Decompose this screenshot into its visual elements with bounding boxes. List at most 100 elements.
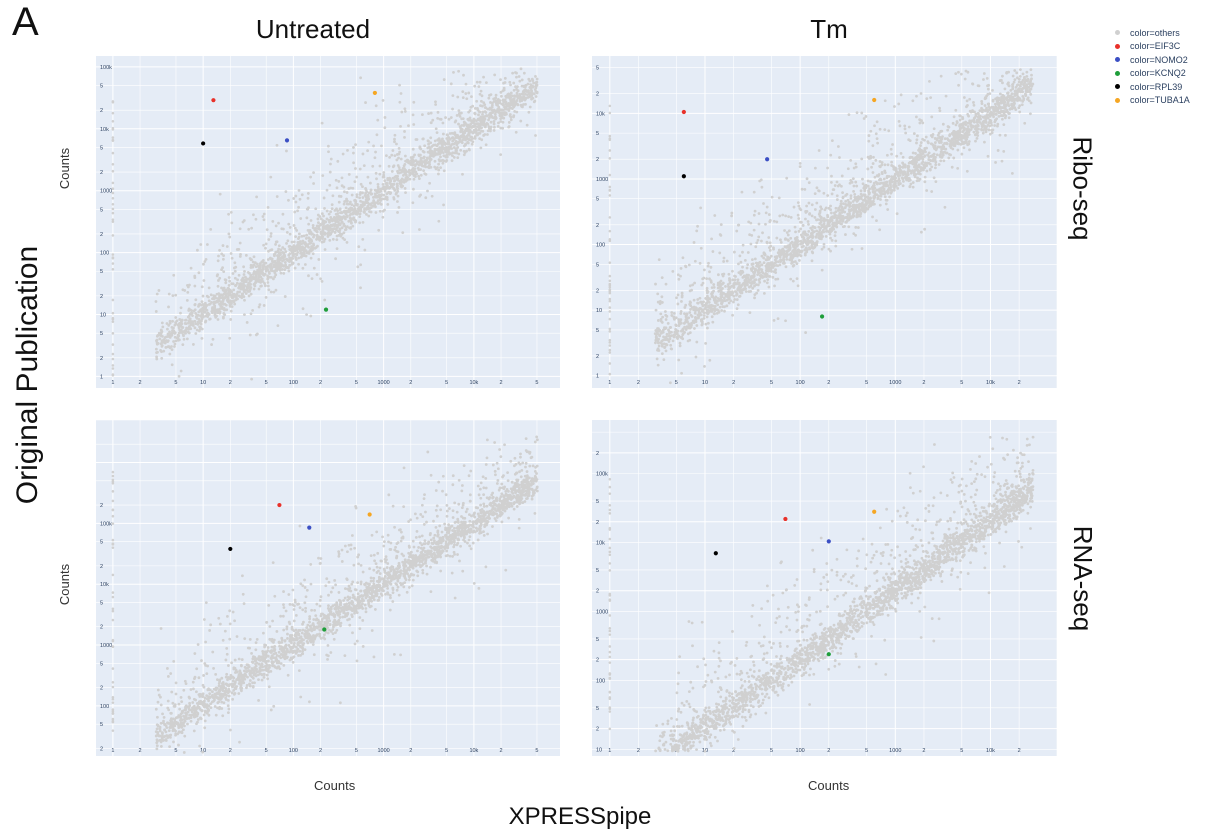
point-others <box>672 335 676 339</box>
point-others <box>364 201 368 204</box>
point-others <box>911 185 915 189</box>
point-others <box>478 110 482 114</box>
point-others <box>1021 94 1025 98</box>
point-others <box>229 318 233 321</box>
point-others <box>660 295 664 299</box>
point-others <box>361 237 365 241</box>
point-others <box>437 162 441 166</box>
point-others <box>222 270 226 274</box>
point-others <box>501 108 505 112</box>
point-others <box>663 346 667 350</box>
point-others <box>193 284 197 288</box>
point-others <box>273 264 277 267</box>
point-others <box>111 367 115 370</box>
point-others <box>325 188 329 192</box>
point-others <box>173 335 177 339</box>
scatter-plot-untreated-ribo-seq: 1 2 5 10 2 5 100 2 5 1000 2 5 10k 2 512510251002510002… <box>96 56 560 388</box>
point-others <box>885 174 889 178</box>
point-others <box>171 329 174 332</box>
point-others <box>173 345 176 348</box>
point-others <box>469 119 473 122</box>
point-others <box>186 330 190 334</box>
point-others <box>471 121 475 124</box>
point-others <box>469 135 472 139</box>
point-others <box>266 268 270 272</box>
point-others <box>815 232 819 236</box>
point-others <box>234 298 238 302</box>
point-others <box>242 273 246 276</box>
point-others <box>983 97 987 101</box>
point-others <box>388 181 392 185</box>
point-others <box>279 271 283 275</box>
point-others <box>808 212 812 215</box>
point-others <box>861 177 864 181</box>
point-others <box>259 284 263 288</box>
point-others <box>457 122 460 126</box>
point-others <box>219 305 223 308</box>
point-others <box>446 149 450 153</box>
point-others <box>350 193 354 197</box>
point-others <box>261 267 265 271</box>
point-others <box>263 282 266 285</box>
point-others <box>1013 69 1017 72</box>
point-others <box>709 265 713 269</box>
point-others <box>287 222 291 226</box>
point-others <box>361 196 365 199</box>
point-others <box>1014 108 1018 112</box>
point-others <box>222 289 226 292</box>
point-others <box>304 237 308 240</box>
point-others <box>221 244 225 247</box>
point-others <box>170 345 173 348</box>
point-others <box>350 221 353 225</box>
point-others <box>302 234 306 238</box>
point-others <box>885 198 889 202</box>
point-others <box>716 303 720 307</box>
point-others <box>335 238 339 242</box>
point-others <box>680 294 684 297</box>
point-others <box>938 109 942 113</box>
point-others <box>934 148 938 152</box>
point-others <box>355 175 359 179</box>
point-others <box>803 232 806 236</box>
point-others <box>261 280 265 283</box>
point-others <box>207 295 210 299</box>
point-others <box>422 150 426 154</box>
point-others <box>511 94 514 98</box>
point-others <box>180 326 184 329</box>
point-others <box>817 189 820 193</box>
point-others <box>679 321 683 325</box>
point-others <box>352 208 355 212</box>
point-others <box>176 333 180 337</box>
point-others <box>511 102 515 106</box>
point-others <box>859 214 862 218</box>
point-others <box>751 265 755 269</box>
point-others <box>290 245 294 249</box>
point-others <box>412 100 416 104</box>
point-others <box>301 307 305 311</box>
point-others <box>254 265 258 269</box>
point-others <box>872 155 875 159</box>
point-others <box>435 144 439 148</box>
point-others <box>494 110 498 114</box>
legend-marker <box>1115 84 1120 90</box>
x-tick-label: 2 <box>732 380 735 386</box>
point-others <box>396 189 400 193</box>
point-others <box>481 110 485 114</box>
point-others <box>473 122 477 126</box>
point-others <box>483 125 487 129</box>
point-others <box>250 377 254 381</box>
point-others <box>300 193 304 197</box>
point-others <box>201 309 205 312</box>
point-others <box>155 339 158 343</box>
point-others <box>320 121 324 125</box>
point-others <box>851 204 855 208</box>
point-others <box>179 324 182 327</box>
y-tick-label: 2 <box>596 223 599 229</box>
point-others <box>762 291 766 295</box>
point-others <box>805 250 809 254</box>
point-others <box>201 313 205 317</box>
point-others <box>716 283 720 287</box>
point-others <box>964 120 968 124</box>
point-others <box>937 163 941 166</box>
point-others <box>773 284 776 288</box>
